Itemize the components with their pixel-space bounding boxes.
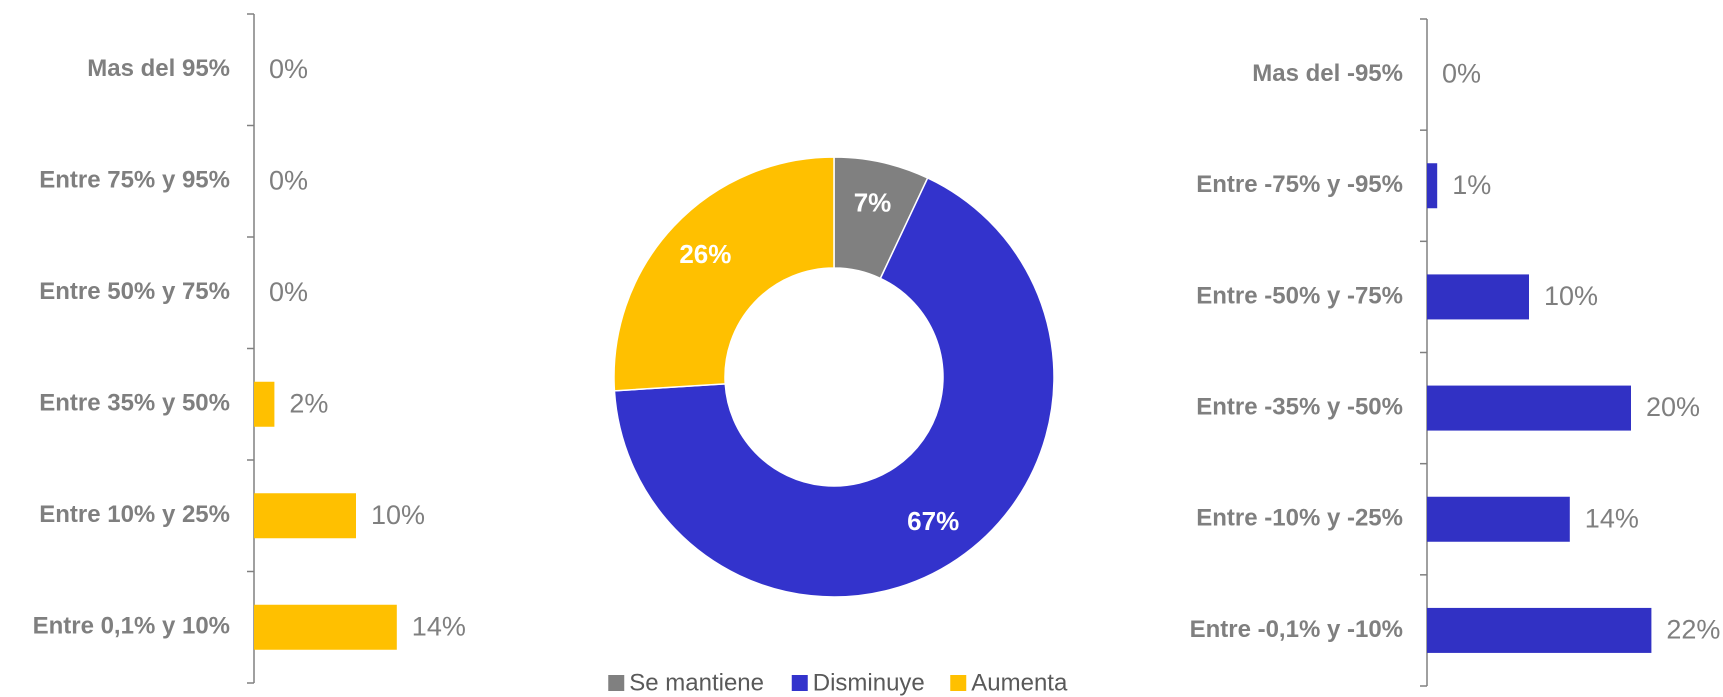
- donut-slice: [613, 176, 1055, 598]
- value-label: 2%: [289, 388, 328, 418]
- category-label: Mas del 95%: [87, 55, 230, 82]
- bar: [254, 493, 356, 539]
- value-label: 14%: [1585, 503, 1639, 533]
- legend-label: Disminuye: [813, 669, 925, 696]
- value-label: 0%: [269, 277, 308, 307]
- slice-label: 67%: [907, 506, 959, 536]
- slice-label: 26%: [679, 239, 731, 269]
- category-label: Entre 50% y 75%: [39, 278, 230, 305]
- category-label: Entre -0,1% y -10%: [1190, 616, 1403, 643]
- value-label: 10%: [371, 500, 425, 530]
- category-label: Entre -75% y -95%: [1196, 171, 1403, 198]
- bar: [254, 381, 275, 427]
- legend-swatch: [950, 675, 967, 691]
- category-label: Mas del -95%: [1252, 60, 1403, 87]
- category-label: Entre 0,1% y 10%: [33, 613, 230, 640]
- value-label: 0%: [269, 165, 308, 195]
- bar: [1427, 163, 1438, 209]
- category-label: Entre -10% y -25%: [1196, 505, 1403, 532]
- bar: [254, 604, 397, 650]
- value-label: 14%: [412, 611, 466, 641]
- value-label: 1%: [1452, 170, 1491, 200]
- value-label: 0%: [1442, 59, 1481, 89]
- legend-swatch: [791, 675, 808, 691]
- bar: [1427, 496, 1570, 542]
- legend-label: Se mantiene: [629, 669, 764, 696]
- legend-label: Aumenta: [971, 669, 1068, 696]
- donut-slice: [613, 156, 835, 392]
- bar: [1427, 607, 1652, 653]
- category-label: Entre 75% y 95%: [39, 167, 230, 194]
- value-label: 10%: [1544, 281, 1598, 311]
- value-label: 22%: [1666, 615, 1720, 645]
- category-label: Entre 10% y 25%: [39, 501, 230, 528]
- category-label: Entre -50% y -75%: [1196, 282, 1403, 309]
- bar: [1427, 274, 1529, 320]
- legend-swatch: [608, 675, 625, 691]
- category-label: Entre -35% y -50%: [1196, 393, 1403, 420]
- category-label: Entre 35% y 50%: [39, 390, 230, 417]
- value-label: 0%: [269, 54, 308, 84]
- value-label: 20%: [1646, 392, 1700, 422]
- bar: [1427, 385, 1631, 431]
- slice-label: 7%: [854, 188, 892, 218]
